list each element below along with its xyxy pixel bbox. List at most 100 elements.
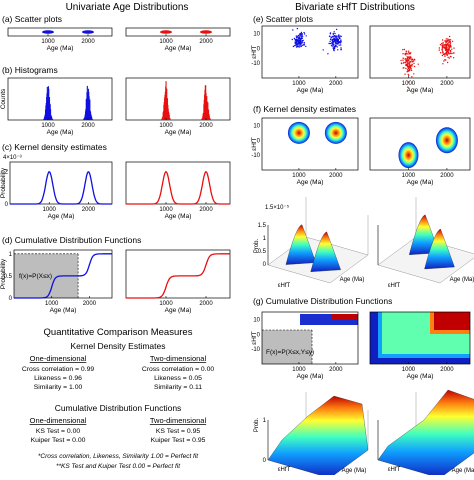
scatter-2d-point [331, 42, 332, 43]
x-axis-label: Age (Ma) [407, 87, 434, 94]
scatter-point-cluster [42, 30, 54, 34]
scatter-2d-point [294, 45, 295, 46]
scatter-2d-point [443, 45, 444, 46]
y-tick-label: 0.5 [4, 274, 13, 280]
x-axis-label: Age (Ma) [48, 213, 75, 220]
left-title: Univariate Age Distributions [66, 2, 189, 13]
x-tick-label: 2000 [199, 39, 213, 45]
scatter-2d-point [303, 32, 304, 33]
scatter-2d-point [411, 76, 412, 77]
scatter-2d-point [445, 59, 446, 60]
scatter-2d-point [402, 60, 403, 61]
scatter-2d-point [448, 52, 449, 53]
scatter-2d-point [414, 59, 415, 60]
z-tick-label: 0 [263, 458, 267, 464]
x-tick-label: 2000 [199, 207, 213, 213]
x-axis-label: Age (Ma) [50, 307, 77, 314]
scatter-2d-point [323, 49, 324, 50]
scatter-2d-point [293, 46, 294, 47]
scatter-2d-point [418, 63, 419, 64]
scatter-2d-point [337, 40, 338, 41]
panel-c-label: (c) Kernel density estimates [2, 142, 107, 152]
panel-a-label: (a) Scatter plots [2, 14, 62, 24]
kde-2d-peak [325, 122, 347, 144]
kde3d-scale-label: 1.5×10⁻⁵ [265, 204, 290, 211]
scatter-point-cluster [82, 30, 94, 34]
y-tick-label: -10 [251, 153, 260, 159]
y-axis-label: εHfT [251, 331, 258, 344]
scatter-2d-point [410, 53, 411, 54]
scatter-2d-point [337, 49, 338, 50]
scatter-2d-point [450, 46, 451, 47]
scatter-2d-point [439, 49, 440, 50]
scatter-2d-point [301, 33, 302, 34]
scatter-2d-point [339, 45, 340, 46]
x-axis-label: Age (Ma) [407, 179, 434, 186]
scatter-2d-point [400, 60, 401, 61]
scatter-2d-point [295, 43, 296, 44]
scatter-2d-point [450, 42, 451, 43]
scatter-2d-point [414, 66, 415, 67]
kde-2d-peak [436, 127, 458, 153]
scatter-2d-point [451, 49, 452, 50]
scatter-2d-point [403, 67, 404, 68]
x-tick-label: 2000 [81, 123, 95, 129]
y-tick-label: -10 [251, 347, 260, 353]
scatter-1d-frame [8, 28, 112, 36]
kde-scale-label: 4×10⁻³ [3, 155, 22, 161]
scatter-2d-point [446, 38, 447, 39]
scatter-2d-point [403, 62, 404, 63]
kde-1d-frame [10, 162, 112, 204]
scatter-2d-point [407, 57, 408, 58]
scatter-2d-point [442, 44, 443, 45]
kde-1d-line: Cross correlation = 0.99 [22, 366, 95, 373]
scatter-2d-point [341, 49, 342, 50]
y-tick-label: 1 [9, 252, 13, 258]
scatter-2d-point [299, 36, 300, 37]
scatter-2d-point [402, 53, 403, 54]
x-axis-label: Age (Ma) [165, 45, 192, 52]
scatter-2d-frame [370, 26, 470, 78]
scatter-2d-point [439, 47, 440, 48]
scatter-2d-point [445, 44, 446, 45]
scatter-2d-point [407, 53, 408, 54]
footnote: *Cross correlation, Likeness, Similarity… [38, 453, 199, 460]
scatter-2d-point [332, 41, 333, 42]
cdf-3d-surface [268, 396, 368, 475]
scatter-2d-point [405, 68, 406, 69]
scatter-2d-point [442, 42, 443, 43]
scatter-2d-point [408, 52, 409, 53]
scatter-2d-point [443, 46, 444, 47]
scatter-2d-point [444, 47, 445, 48]
y-axis-label: εHfT [251, 137, 258, 150]
scatter-2d-point [407, 61, 408, 62]
x-axis-label: Age (Ma) [342, 468, 367, 474]
panel-e-label: (e) Scatter plots [253, 14, 313, 24]
scatter-2d-point [449, 36, 450, 37]
scatter-2d-point [403, 58, 404, 59]
x-axis-label: Age (Ma) [165, 129, 192, 136]
scatter-2d-point [446, 46, 447, 47]
x-tick-label: 2000 [440, 173, 454, 179]
scatter-2d-point [330, 43, 331, 44]
x-tick-label: 2000 [83, 301, 97, 307]
scatter-2d-point [338, 41, 339, 42]
scatter-2d-point [300, 41, 301, 42]
scatter-2d-point [340, 42, 341, 43]
scatter-2d-point [407, 56, 408, 57]
x-axis-label: Age (Ma) [297, 373, 324, 380]
footnote: **KS Test and Kuiper Test 0.00 = Perfect… [56, 463, 181, 470]
scatter-2d-point [304, 42, 305, 43]
scatter-2d-point [402, 49, 403, 50]
kde-1d-line: Likeness = 0.96 [34, 375, 82, 382]
scatter-2d-point [449, 40, 450, 41]
x-tick-label: 2000 [440, 81, 454, 87]
scatter-2d-point [440, 52, 441, 53]
scatter-2d-point [335, 45, 336, 46]
cdf-2d-region [434, 312, 470, 330]
scatter-2d-point [448, 53, 449, 54]
kde-2d-title: Two-dimensional [150, 354, 207, 363]
y-tick-label: 2 [5, 170, 9, 176]
z-tick-label: 0 [263, 262, 267, 268]
scatter-2d-point [300, 35, 301, 36]
